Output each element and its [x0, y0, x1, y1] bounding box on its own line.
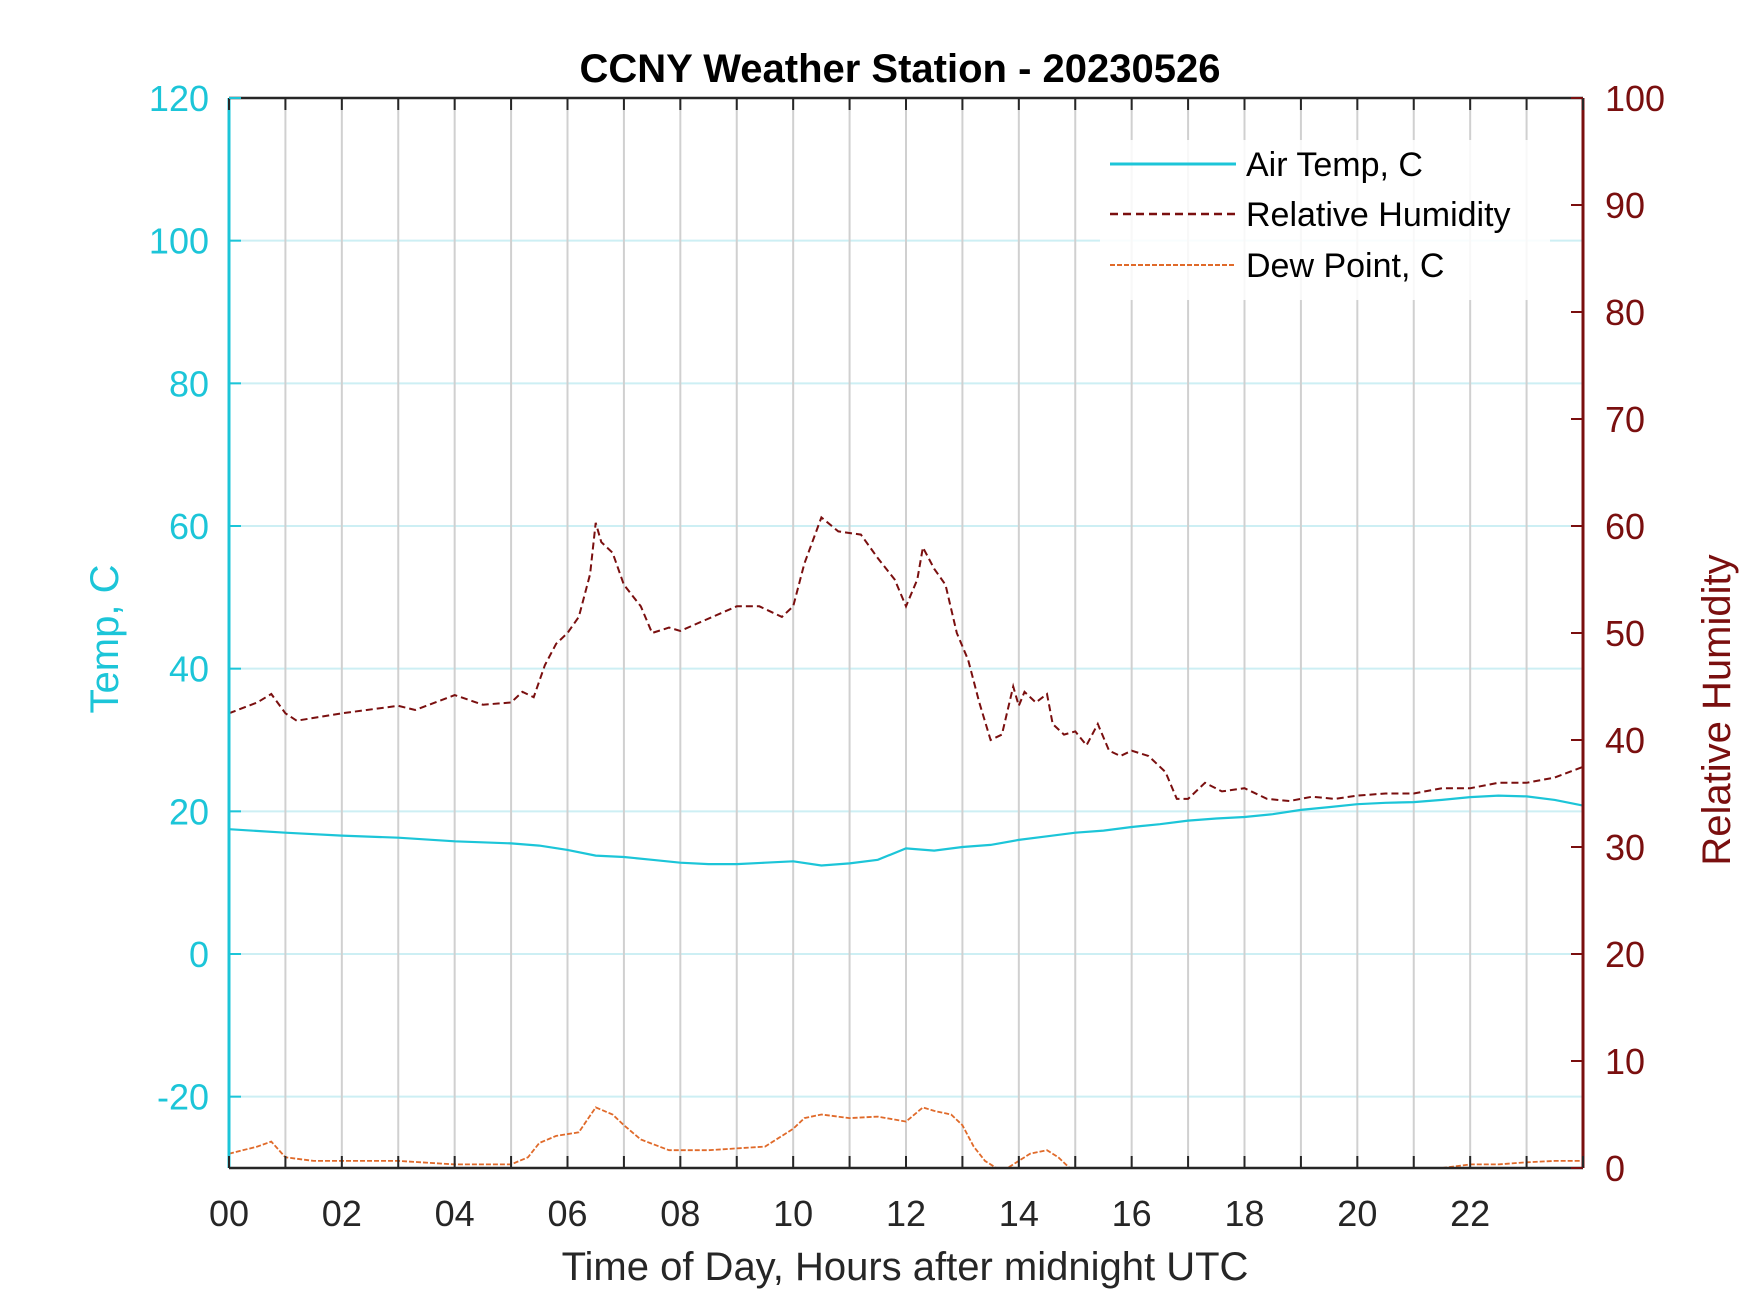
right-tick-label: 0 [1605, 1148, 1625, 1189]
right-tick-label: 100 [1605, 78, 1665, 119]
right-tick-label: 20 [1605, 934, 1645, 975]
series-humidity-line [228, 515, 1584, 803]
left-tick-label: 80 [169, 363, 209, 404]
series-dew-point-line [1441, 1160, 1583, 1169]
series-layer [228, 515, 1584, 1169]
left-tick-label: 120 [149, 78, 209, 119]
right-tick-label: 40 [1605, 720, 1645, 761]
right-tick-label: 80 [1605, 292, 1645, 333]
x-tick-label: 00 [209, 1193, 249, 1234]
right-tick-label: 10 [1605, 1041, 1645, 1082]
series-dew-point-line [228, 1106, 1071, 1169]
x-tick-label: 22 [1450, 1193, 1490, 1234]
grid-layer [229, 97, 1583, 1168]
y-axis-label-right: Relative Humidity [1695, 554, 1739, 865]
chart-title: CCNY Weather Station - 20230526 [580, 47, 1221, 91]
left-tick-label: -20 [157, 1077, 209, 1118]
right-tick-label: 30 [1605, 827, 1645, 868]
right-tick-label: 90 [1605, 185, 1645, 226]
legend-label-air-temp: Air Temp, C [1246, 146, 1423, 184]
right-tick-label: 70 [1605, 399, 1645, 440]
legend: Air Temp, C Relative Humidity Dew Point,… [1100, 140, 1550, 300]
right-tick-label: 50 [1605, 613, 1645, 654]
legend-box [1100, 140, 1550, 300]
legend-label-humidity: Relative Humidity [1246, 196, 1511, 234]
x-tick-label: 02 [322, 1193, 362, 1234]
axes-layer: 00 02 04 06 08 10 12 14 16 18 20 22-200204060801001… [149, 78, 1665, 1234]
x-tick-label: 08 [660, 1193, 700, 1234]
x-tick-label: 06 [547, 1193, 587, 1234]
left-tick-label: 20 [169, 791, 209, 832]
legend-label-dew-point: Dew Point, C [1246, 247, 1444, 285]
x-tick-label: 12 [886, 1193, 926, 1234]
y-axis-label-left: Temp, C [83, 565, 127, 714]
x-tick-label: 18 [1224, 1193, 1264, 1234]
x-tick-label: 16 [1112, 1193, 1152, 1234]
x-tick-label: 20 [1337, 1193, 1377, 1234]
left-tick-label: 0 [189, 934, 209, 975]
right-tick-label: 60 [1605, 506, 1645, 547]
x-tick-label: 10 [773, 1193, 813, 1234]
left-tick-label: 100 [149, 221, 209, 262]
left-tick-label: 60 [169, 506, 209, 547]
left-tick-label: 40 [169, 649, 209, 690]
x-axis-label: Time of Day, Hours after midnight UTC [562, 1245, 1249, 1289]
x-tick-label: 04 [435, 1193, 475, 1234]
series-air-temp-line [228, 794, 1584, 867]
x-tick-label: 14 [999, 1193, 1039, 1234]
